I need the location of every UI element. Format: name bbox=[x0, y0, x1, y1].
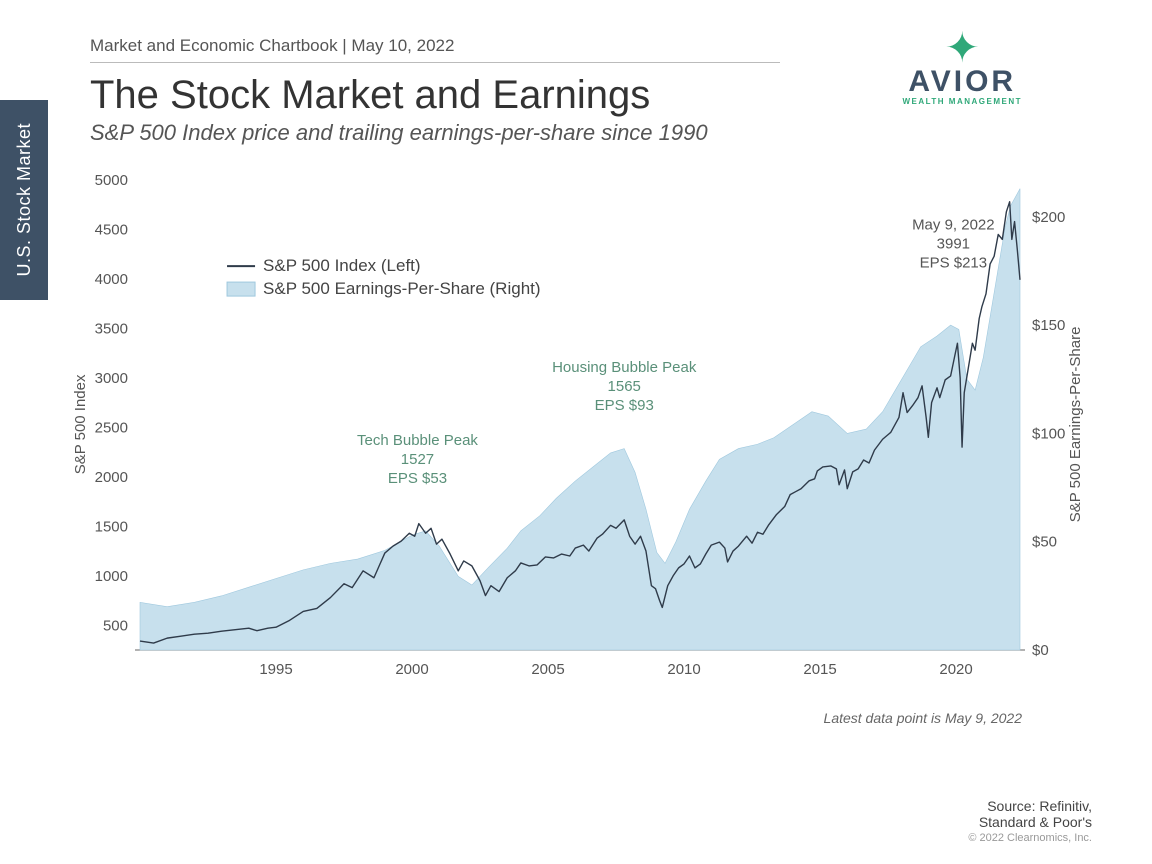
svg-text:S&P 500 Index (Left): S&P 500 Index (Left) bbox=[263, 256, 421, 275]
svg-text:1565: 1565 bbox=[608, 378, 641, 395]
logo: ✦ AVIOR WEALTH MANAGEMENT bbox=[902, 40, 1022, 106]
chart-svg: 500 1000 1500 2000 2500 3000 3500 4000 4500 5000 $… bbox=[70, 170, 1090, 710]
svg-text:2000: 2000 bbox=[395, 661, 428, 678]
svg-text:2000: 2000 bbox=[95, 469, 128, 486]
svg-text:4500: 4500 bbox=[95, 221, 128, 238]
svg-text:3000: 3000 bbox=[95, 370, 128, 387]
svg-text:EPS $93: EPS $93 bbox=[595, 397, 654, 414]
svg-text:May 9, 2022: May 9, 2022 bbox=[912, 216, 995, 233]
svg-text:2015: 2015 bbox=[803, 661, 836, 678]
svg-text:1000: 1000 bbox=[95, 568, 128, 585]
svg-text:5000: 5000 bbox=[95, 172, 128, 189]
svg-text:500: 500 bbox=[103, 617, 128, 634]
svg-text:2005: 2005 bbox=[531, 661, 564, 678]
svg-text:S&P 500 Earnings-Per-Share: S&P 500 Earnings-Per-Share bbox=[1067, 327, 1084, 523]
svg-text:4000: 4000 bbox=[95, 271, 128, 288]
header: Market and Economic Chartbook | May 10, … bbox=[90, 36, 790, 146]
logo-tagline: WEALTH MANAGEMENT bbox=[902, 97, 1022, 106]
svg-text:S&P 500 Index: S&P 500 Index bbox=[72, 374, 89, 474]
svg-text:2020: 2020 bbox=[939, 661, 972, 678]
svg-text:EPS $53: EPS $53 bbox=[388, 470, 447, 487]
svg-text:1995: 1995 bbox=[259, 661, 292, 678]
logo-star-icon: ✦ bbox=[902, 40, 1022, 57]
svg-text:$0: $0 bbox=[1032, 642, 1049, 659]
copyright: © 2022 Clearnomics, Inc. bbox=[968, 832, 1092, 844]
svg-text:2500: 2500 bbox=[95, 419, 128, 436]
side-tab: U.S. Stock Market bbox=[0, 100, 48, 300]
svg-text:Tech Bubble Peak: Tech Bubble Peak bbox=[357, 432, 478, 449]
svg-text:1527: 1527 bbox=[401, 451, 434, 468]
svg-text:EPS $213: EPS $213 bbox=[920, 254, 988, 271]
svg-text:Housing Bubble Peak: Housing Bubble Peak bbox=[552, 359, 697, 376]
svg-text:2010: 2010 bbox=[667, 661, 700, 678]
source-line2: Standard & Poor's bbox=[968, 814, 1092, 830]
breadcrumb: Market and Economic Chartbook | May 10, … bbox=[90, 36, 780, 63]
logo-brand: AVIOR bbox=[902, 67, 1022, 97]
svg-text:1500: 1500 bbox=[95, 518, 128, 535]
svg-text:3991: 3991 bbox=[937, 235, 970, 252]
page-title: The Stock Market and Earnings bbox=[90, 73, 790, 118]
svg-text:$100: $100 bbox=[1032, 425, 1065, 442]
chart: 500 1000 1500 2000 2500 3000 3500 4000 4500 5000 $… bbox=[70, 170, 1090, 710]
svg-text:$150: $150 bbox=[1032, 317, 1065, 334]
svg-text:3500: 3500 bbox=[95, 320, 128, 337]
svg-text:$50: $50 bbox=[1032, 534, 1057, 551]
side-tab-label: U.S. Stock Market bbox=[14, 123, 35, 277]
page-subtitle: S&P 500 Index price and trailing earning… bbox=[90, 120, 790, 146]
source-block: Source: Refinitiv, Standard & Poor's © 2… bbox=[968, 798, 1092, 844]
svg-text:S&P 500 Earnings-Per-Share (Ri: S&P 500 Earnings-Per-Share (Right) bbox=[263, 279, 541, 298]
footnote: Latest data point is May 9, 2022 bbox=[824, 710, 1022, 726]
source-line1: Source: Refinitiv, bbox=[968, 798, 1092, 814]
svg-text:$200: $200 bbox=[1032, 209, 1065, 226]
